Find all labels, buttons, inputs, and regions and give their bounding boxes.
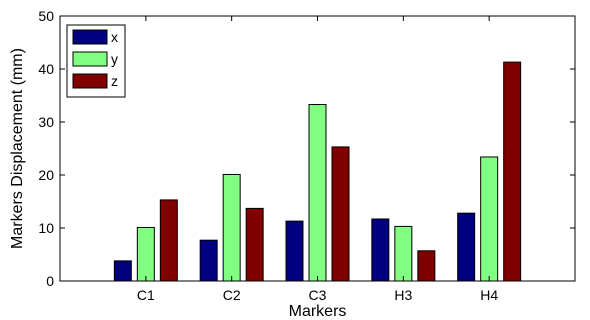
y-axis-label: Markers Displacement (mm) xyxy=(9,48,26,249)
bar-y-h3 xyxy=(394,225,413,282)
y-tick-label: 20 xyxy=(38,167,54,183)
legend-swatch-y xyxy=(72,51,108,67)
x-tick-label-c2: C2 xyxy=(223,287,241,303)
legend-label-x: x xyxy=(111,29,118,45)
y-tick-label: 50 xyxy=(38,8,54,24)
ticks-layer: 0 10 20 30 40 50 C1 C2 C3 H3 H4 xyxy=(38,8,575,303)
bar-x-h4 xyxy=(457,212,476,282)
bar-y-c2 xyxy=(222,173,241,282)
bar-z-h4 xyxy=(503,61,522,282)
x-tick-label-h4: H4 xyxy=(480,287,498,303)
legend-label-z: z xyxy=(111,73,118,89)
bar-z-c3 xyxy=(331,146,350,282)
bar-y-c1 xyxy=(136,226,155,282)
x-tick-label-h3: H3 xyxy=(394,287,412,303)
bar-y-c3 xyxy=(308,104,327,282)
y-tick-label: 10 xyxy=(38,220,54,236)
bar-x-h3 xyxy=(371,218,390,282)
y-tick-label: 0 xyxy=(46,273,54,289)
bar-z-c2 xyxy=(245,207,264,282)
bar-y-h4 xyxy=(480,156,499,282)
legend-label-y: y xyxy=(111,51,118,67)
bar-x-c2 xyxy=(199,239,218,282)
y-tick-label: 30 xyxy=(38,114,54,130)
x-axis-label: Markers xyxy=(289,303,347,320)
legend-swatch-z xyxy=(72,73,108,89)
bars-layer xyxy=(113,61,522,282)
bar-z-h3 xyxy=(417,250,436,282)
y-tick-label: 40 xyxy=(38,61,54,77)
bar-x-c1 xyxy=(113,260,132,282)
bar-x-c3 xyxy=(285,220,304,282)
legend-swatch-x xyxy=(72,29,108,45)
legend: xyz xyxy=(66,24,126,98)
x-tick-label-c1: C1 xyxy=(137,287,155,303)
bar-z-c1 xyxy=(159,199,178,282)
x-tick-label-c3: C3 xyxy=(309,287,327,303)
